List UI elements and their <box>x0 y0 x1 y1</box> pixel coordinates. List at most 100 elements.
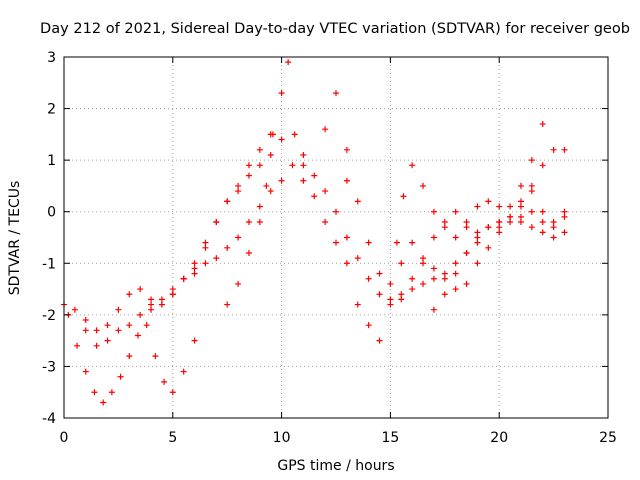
data-point <box>441 270 448 277</box>
grid <box>64 57 608 418</box>
data-point <box>550 224 557 231</box>
y-tick-label: -4 <box>42 411 56 427</box>
series-track-3 <box>82 151 307 349</box>
data-point <box>169 286 176 293</box>
data-point <box>430 275 437 282</box>
data-point <box>561 229 568 236</box>
data-point <box>137 286 144 293</box>
data-point <box>354 198 361 205</box>
data-point <box>158 301 165 308</box>
data-point <box>387 296 394 303</box>
data-point <box>143 322 150 329</box>
data-point <box>452 286 459 293</box>
data-point <box>71 306 78 313</box>
data-point <box>409 162 416 169</box>
data-marks <box>61 59 568 406</box>
data-point <box>561 208 568 215</box>
data-point <box>322 188 329 195</box>
data-point <box>474 239 481 246</box>
data-point <box>420 260 427 267</box>
data-point <box>169 291 176 298</box>
data-point <box>333 239 339 246</box>
data-point <box>365 275 372 282</box>
data-point <box>539 219 546 226</box>
data-point <box>507 213 514 220</box>
data-point <box>322 126 329 133</box>
data-point <box>191 337 198 344</box>
y-tick-label: 3 <box>47 50 56 66</box>
data-point <box>474 260 481 267</box>
data-point <box>285 59 292 66</box>
data-point <box>550 219 557 226</box>
data-point <box>496 229 503 236</box>
data-point <box>202 260 209 267</box>
data-point <box>365 239 372 246</box>
data-point <box>528 208 535 215</box>
data-point <box>393 239 400 246</box>
data-point <box>278 177 285 184</box>
data-point <box>245 162 252 169</box>
data-point <box>474 229 481 236</box>
data-point <box>343 177 350 184</box>
data-point <box>376 270 383 277</box>
y-tick-label: 2 <box>47 102 56 118</box>
data-point <box>93 327 100 334</box>
data-point <box>300 162 307 169</box>
data-point <box>148 306 155 313</box>
data-point <box>108 389 115 396</box>
data-point <box>256 219 263 226</box>
x-tick-label: 5 <box>168 430 177 446</box>
data-point <box>528 188 535 195</box>
data-point <box>300 177 307 184</box>
data-point <box>430 208 437 215</box>
data-point <box>430 306 437 313</box>
data-point <box>517 219 524 226</box>
series-track-12 <box>517 188 568 226</box>
data-point <box>409 239 416 246</box>
data-point <box>539 208 546 215</box>
data-point <box>517 182 524 189</box>
data-point <box>202 239 209 246</box>
data-point <box>126 322 133 329</box>
data-point <box>269 131 276 138</box>
y-axis: -4 -3 -2 -1 0 1 2 3 <box>42 50 608 427</box>
data-point <box>267 151 274 158</box>
data-point <box>213 219 220 226</box>
data-point <box>191 265 198 272</box>
data-point <box>82 317 89 324</box>
data-point <box>115 306 122 313</box>
data-point <box>441 291 448 298</box>
data-point <box>420 182 427 189</box>
data-point <box>398 296 405 303</box>
data-point <box>235 188 242 195</box>
data-point <box>485 198 492 205</box>
data-point <box>134 332 141 339</box>
data-point <box>148 296 155 303</box>
series-track-2 <box>65 311 198 406</box>
x-axis-label: GPS time / hours <box>277 458 394 474</box>
data-point <box>452 270 459 277</box>
data-point <box>517 198 524 205</box>
data-point <box>507 219 514 226</box>
data-point <box>528 182 535 189</box>
data-point <box>289 162 296 169</box>
data-point <box>93 342 100 349</box>
data-point <box>550 234 557 241</box>
x-tick-label: 10 <box>273 430 291 446</box>
data-point <box>148 301 155 308</box>
data-point <box>224 301 231 308</box>
data-point <box>496 219 503 226</box>
data-point <box>152 353 159 360</box>
data-point <box>333 90 339 97</box>
data-point <box>485 224 492 231</box>
data-point <box>291 131 298 138</box>
data-point <box>507 203 514 210</box>
data-point <box>561 146 568 153</box>
x-tick-label: 0 <box>60 430 69 446</box>
x-axis: 0 5 10 15 20 25 <box>60 57 617 446</box>
data-point <box>441 275 448 282</box>
series-track-11 <box>496 146 568 231</box>
chart-title: Day 212 of 2021, Sidereal Day-to-day VTE… <box>40 21 630 37</box>
data-point <box>463 280 470 287</box>
data-point <box>169 389 176 396</box>
